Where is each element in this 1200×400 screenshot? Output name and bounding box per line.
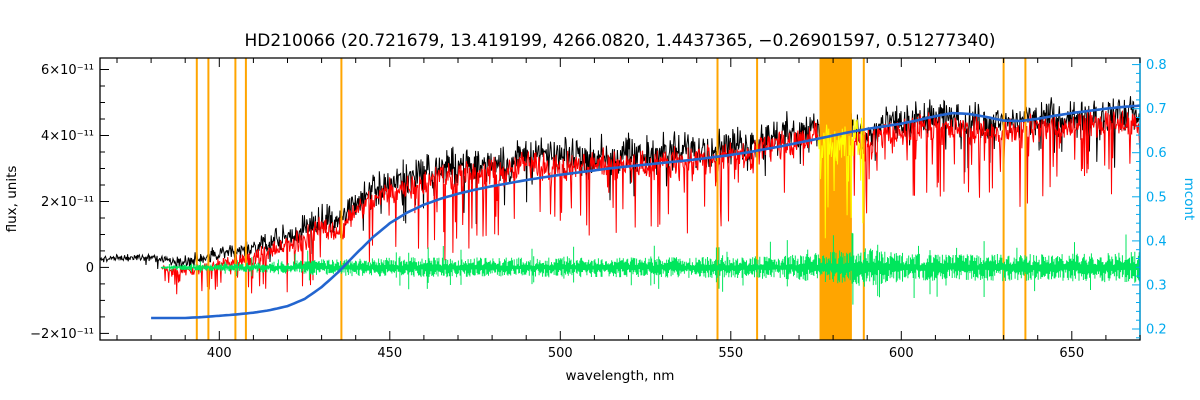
mcont-tick-label: 0.8: [1146, 58, 1167, 73]
y-axis-label-right: mcont: [1181, 178, 1197, 221]
mcont-tick-label: 0.5: [1146, 190, 1167, 205]
flux-tick-label: 4×10⁻¹¹: [41, 129, 94, 144]
flux-tick-label: 6×10⁻¹¹: [41, 63, 94, 78]
axes: [99, 57, 1141, 341]
x-tick-label: 550: [718, 346, 743, 361]
observed-spectrum-line: [99, 96, 1141, 273]
mcont-tick-label: 0.2: [1146, 323, 1167, 338]
x-axis-label: wavelength, nm: [566, 368, 675, 384]
mcont-tick-label: 0.4: [1146, 234, 1167, 249]
x-tick-label: 450: [377, 346, 402, 361]
fitted-spectrum-line: [161, 109, 1141, 295]
x-tick-label: 600: [889, 346, 914, 361]
mcont-tick-label: 0.3: [1146, 278, 1167, 293]
mcont-tick-label: 0.6: [1146, 146, 1167, 161]
mcont-tick-label: 0.7: [1146, 102, 1167, 117]
x-tick-label: 650: [1059, 346, 1084, 361]
masked-line-markers: [195, 58, 1027, 340]
x-tick-label: 400: [207, 346, 232, 361]
flux-tick-label: −2×10⁻¹¹: [30, 327, 94, 342]
chart-title: HD210066 (20.721679, 13.419199, 4266.082…: [245, 31, 996, 51]
flux-tick-label: 2×10⁻¹¹: [41, 195, 94, 210]
continuum-curve: [151, 104, 1141, 320]
tick-labels: 400 450 500 550 600 650 −2×10⁻¹¹ 0 2×10⁻¹¹ 4×10⁻¹…: [30, 58, 1167, 361]
y-axis-label-left: flux, units: [4, 166, 20, 233]
masked-spectrum-line: [817, 117, 864, 239]
x-tick-label: 500: [548, 346, 573, 361]
flux-tick-label: 0: [86, 261, 94, 276]
residuals-line: [160, 232, 1140, 305]
